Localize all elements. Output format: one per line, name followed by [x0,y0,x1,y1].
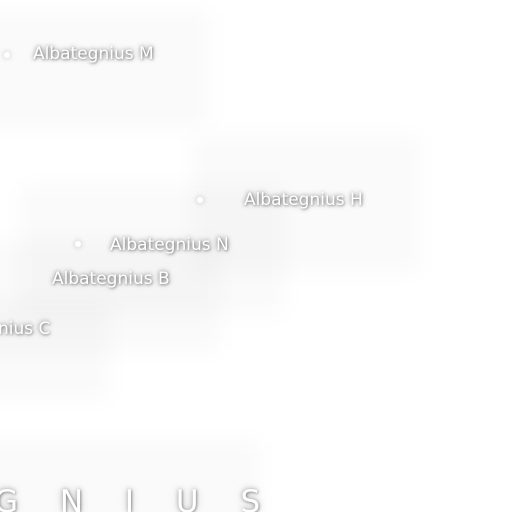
crater-label-albategnius-m[interactable]: Albategnius M [33,44,154,64]
crater-m-marker[interactable] [4,52,10,58]
crater-label-albategnius-b[interactable]: Albategnius B [52,269,170,289]
crater-n-marker[interactable] [75,241,81,247]
label-halo [0,300,110,400]
crater-label-albategnius-c[interactable]: nius C [0,319,51,339]
crater-label-albategnius-n[interactable]: Albategnius N [110,235,229,255]
crater-h-marker[interactable] [197,197,203,203]
label-halo [0,10,210,128]
region-label-albategnius: G N I U S [0,484,277,512]
crater-label-albategnius-h[interactable]: Albategnius H [244,190,363,210]
